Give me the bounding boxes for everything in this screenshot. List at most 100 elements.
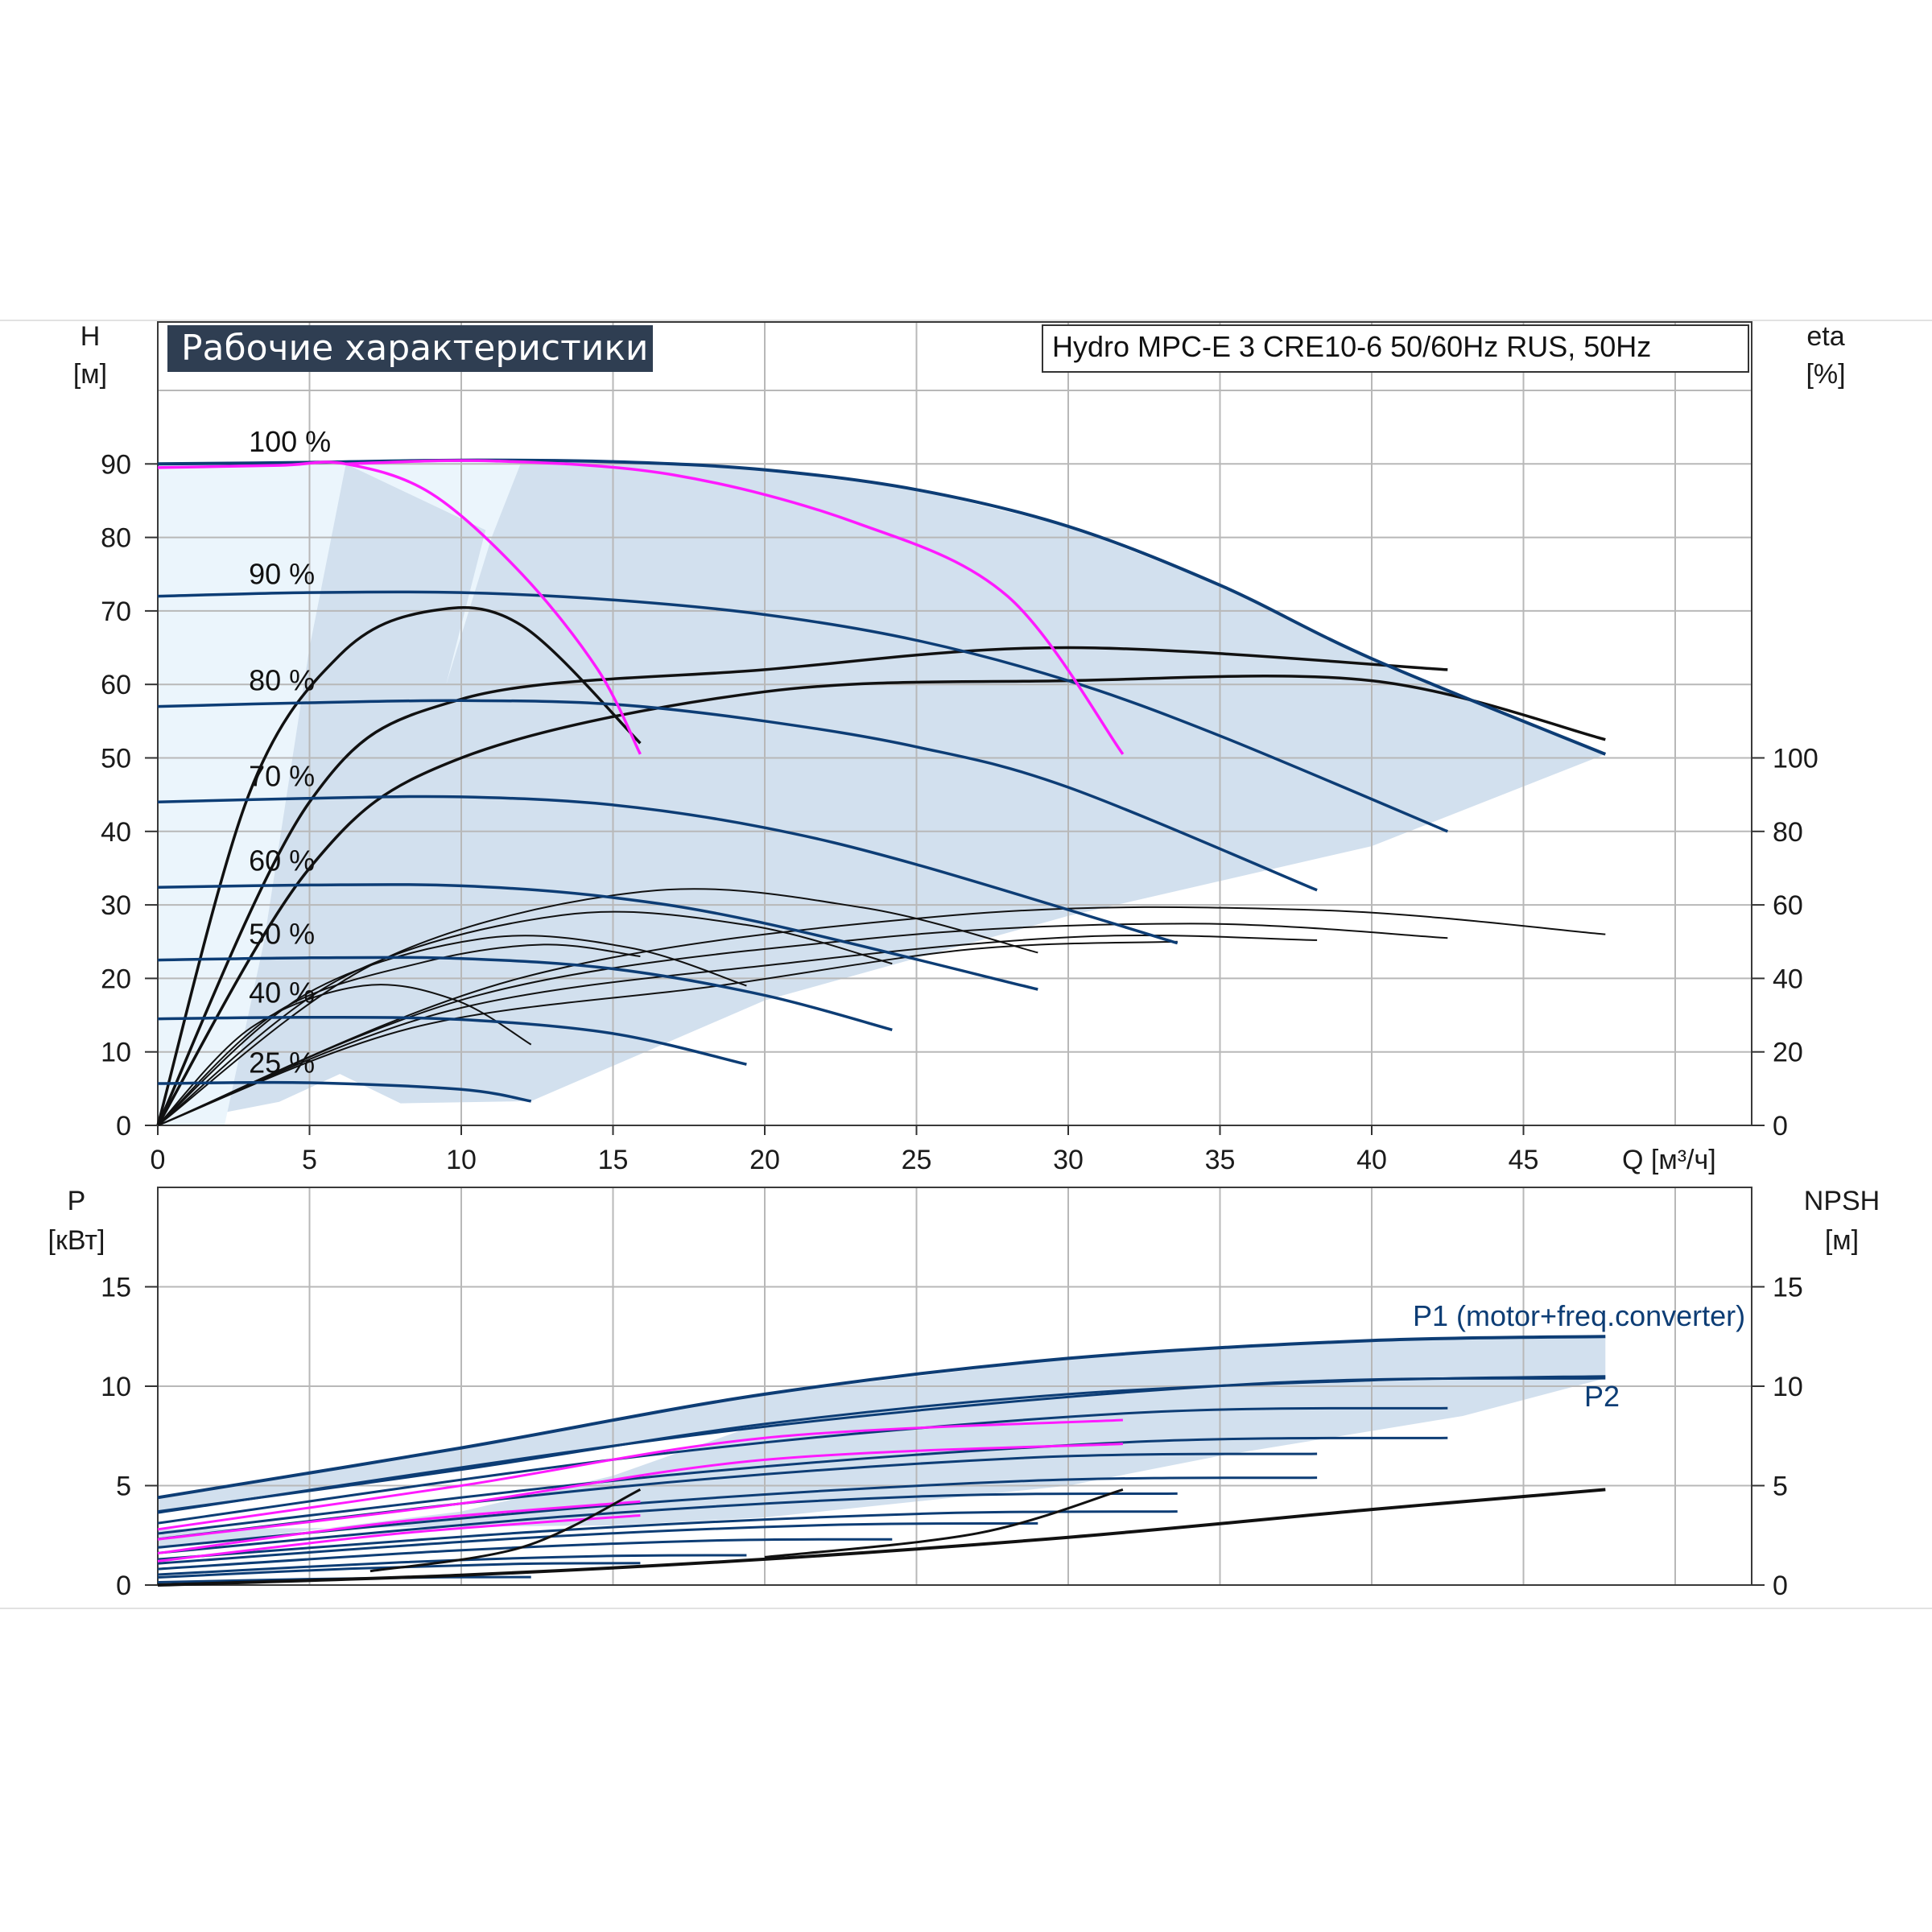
speed-power-curve	[157, 1554, 747, 1576]
x-tick-label: 40	[1356, 1145, 1387, 1175]
efficiency-curve-thin	[157, 888, 1038, 1126]
power-area-band	[158, 1336, 1606, 1512]
y-tick-label: 50	[101, 744, 131, 774]
speed-curve	[157, 956, 893, 1031]
y-tick-label: 90	[101, 449, 131, 480]
power-tick-label: 10	[101, 1372, 131, 1402]
head-axis-unit: [м]	[73, 359, 107, 390]
power-area-fill	[158, 1378, 1606, 1550]
power-panel: 0 5 10 15 0 5 10 15 P [кВт] NPSH [м] P1 (motor+…	[48, 1186, 1880, 1601]
x-tick-label: 15	[598, 1145, 629, 1175]
npsh-axis-unit: [м]	[1825, 1225, 1859, 1256]
efficiency-curve-thin	[157, 906, 1606, 1126]
power-axis-name: P	[68, 1186, 86, 1216]
npsh-curve-fragment	[369, 1488, 642, 1573]
efficiency-curve-thin	[157, 935, 1318, 1126]
legend-p1: P1 (motor+freq.converter)	[1413, 1299, 1745, 1332]
x-tick-label: 10	[446, 1145, 477, 1175]
speed-label: 90 %	[249, 557, 315, 590]
npsh-tick-label: 0	[1773, 1571, 1788, 1601]
y2-tick-label: 20	[1773, 1038, 1803, 1068]
eta-axis-name: eta	[1806, 321, 1844, 352]
two-pump-curve	[345, 459, 1125, 755]
y-tick-label: 70	[101, 597, 131, 627]
speed-power-curve	[157, 1538, 893, 1571]
eta-axis-unit: [%]	[1806, 359, 1845, 390]
power-axis-unit: [кВт]	[48, 1225, 105, 1256]
efficiency-curve	[156, 646, 1448, 1126]
speed-label: 60 %	[249, 844, 315, 877]
speed-power-curve	[157, 1510, 1178, 1561]
power-curves	[157, 1335, 1606, 1587]
x-tick-label: 30	[1053, 1145, 1084, 1175]
x-tick-label: 35	[1205, 1145, 1236, 1175]
x-tick-label: 25	[902, 1145, 932, 1175]
y-tick-label: 80	[101, 523, 131, 554]
power-tick-label: 15	[101, 1273, 131, 1303]
y-tick-label: 60	[101, 670, 131, 700]
y-tick-label: 20	[101, 964, 131, 994]
npsh-tick-label: 15	[1773, 1273, 1803, 1303]
efficiency-curve-thin	[157, 943, 641, 1126]
y2-tick-label: 0	[1773, 1111, 1788, 1141]
y2-tick-label: 80	[1773, 817, 1803, 848]
chart-title: Рабочие характеристики	[181, 328, 649, 369]
efficiency-curve	[156, 606, 642, 1126]
model-box	[1042, 324, 1749, 373]
speed-power-curve	[157, 1492, 1178, 1554]
npsh-tick-label: 10	[1773, 1372, 1803, 1402]
power-tick-label: 0	[116, 1571, 131, 1601]
speed-curve	[157, 1016, 747, 1066]
y-tick-label: 0	[116, 1111, 131, 1141]
efficiency-curve-thin	[157, 935, 747, 1126]
y-tick-label: 40	[101, 817, 131, 848]
power-tick-label: 5	[116, 1472, 131, 1502]
y-tick-label: 30	[101, 890, 131, 921]
legend-p2: P2	[1584, 1380, 1620, 1413]
y2-tick-label: 100	[1773, 744, 1818, 774]
power-area	[158, 1336, 1606, 1550]
x-tick-label: 20	[749, 1145, 780, 1175]
head-panel: 0 10 20 30 40 50 60 70 80 90 0 20 40 60 80 100 0 5 10 15 20 2…	[73, 321, 1846, 1175]
head-tick-labels: 0 10 20 30 40 50 60 70 80 90 0 20 40 60 80 100 0 5 10 15 20 2…	[101, 449, 1818, 1175]
efficiency-curve	[156, 674, 1606, 1126]
single-pump-power-curve	[157, 1500, 641, 1554]
speed-label: 80 %	[249, 664, 315, 697]
speed-label: 70 %	[249, 759, 315, 792]
npsh-tick-label: 5	[1773, 1472, 1788, 1502]
p2-curve	[157, 1375, 1606, 1513]
single-pump-curve	[157, 460, 642, 755]
npsh-axis-name: NPSH	[1804, 1186, 1880, 1216]
speed-label: 40 %	[249, 976, 315, 1009]
y2-tick-label: 60	[1773, 890, 1803, 921]
efficiency-curve-thin	[157, 910, 893, 1126]
speed-curve	[157, 1080, 531, 1103]
head-grid	[158, 322, 1752, 1125]
speed-power-curve	[157, 1436, 1448, 1535]
operating-area-two-pumps	[345, 460, 522, 685]
y-tick-label: 10	[101, 1038, 131, 1068]
npsh-curve	[157, 1488, 1606, 1587]
single-pump-power-curve	[157, 1443, 1123, 1541]
speed-labels: 100 % 90 % 80 % 70 % 60 % 50 % 40 % 25 %	[249, 425, 331, 1079]
p1-curve	[157, 1335, 1606, 1500]
x-tick-label: 45	[1509, 1145, 1539, 1175]
speed-label: 25 %	[249, 1046, 315, 1079]
speed-power-curve	[157, 1406, 1448, 1525]
speed-curve	[157, 699, 1318, 892]
head-curves	[156, 458, 1607, 1126]
head-axis-name: H	[80, 321, 101, 352]
speed-curve	[157, 883, 1038, 991]
head-plot-frame	[157, 321, 1752, 1126]
x-tick-label: 0	[151, 1145, 166, 1175]
title-banner	[167, 325, 653, 372]
y2-tick-label: 40	[1773, 964, 1803, 994]
operating-area-main	[158, 460, 1606, 1125]
efficiency-curve-thin	[157, 984, 532, 1126]
speed-curve	[157, 795, 1179, 945]
speed-label: 100 %	[249, 425, 331, 458]
single-pump-power-curve	[157, 1514, 641, 1563]
speed-power-curve	[157, 1521, 1038, 1565]
npsh-curve-fragment	[764, 1488, 1124, 1558]
